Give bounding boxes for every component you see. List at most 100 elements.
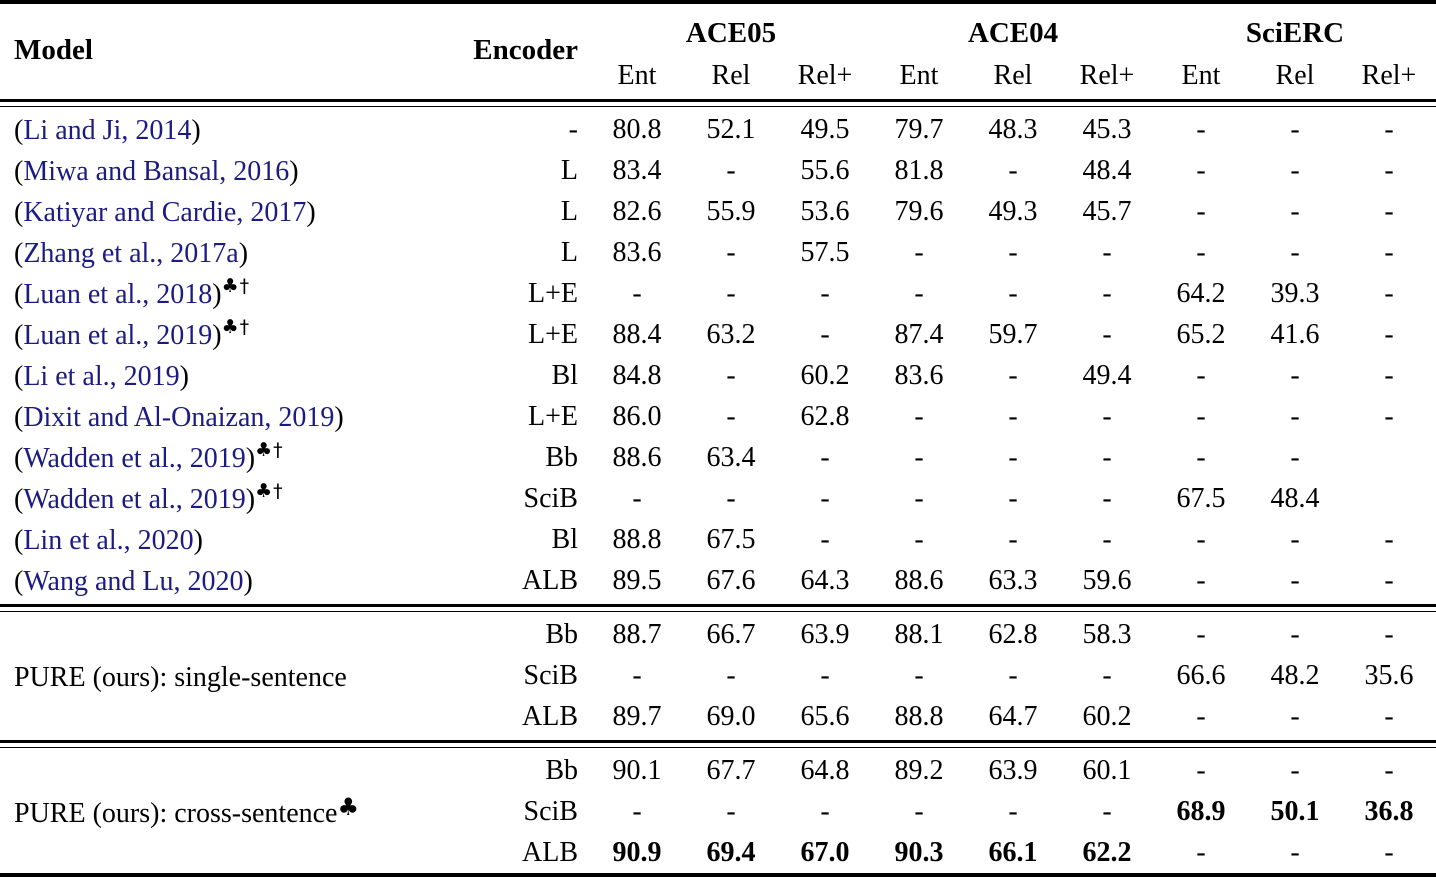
score-cell: 83.6	[612, 236, 662, 268]
citation-link[interactable]: Lin et al., 2020	[23, 525, 194, 557]
citation-paren-open: (	[14, 320, 24, 352]
score-cell: -	[1008, 400, 1018, 432]
score-cell: -	[1290, 441, 1300, 473]
citation-paren-open: (	[14, 361, 24, 393]
citation-link[interactable]: Luan et al., 2018	[23, 279, 213, 311]
score-cell: -	[820, 523, 830, 555]
score-cell: 90.3	[894, 836, 944, 868]
score-cell: -	[914, 659, 924, 691]
score-cell: 62.8	[800, 400, 850, 432]
score-cell: -	[1196, 441, 1206, 473]
section-divider-row	[0, 737, 1436, 750]
score-cell: 83.6	[894, 359, 944, 391]
table-row: (Lin et al., 2020) Bl 88.8 67.5 - - - - - - -	[0, 519, 1436, 560]
score-cell: 45.7	[1082, 195, 1132, 227]
score-cell: -	[914, 482, 924, 514]
score-cell: -	[632, 277, 642, 309]
table-row: (Li et al., 2019) Bl 84.8 - 60.2 83.6 - 49.4 - - -	[0, 355, 1436, 396]
citation-link[interactable]: Wadden et al., 2019	[23, 443, 246, 475]
citation-link[interactable]: Li et al., 2019	[23, 361, 180, 393]
score-cell: 55.6	[800, 154, 850, 186]
score-cell: 59.6	[1082, 564, 1132, 596]
score-cell: -	[1290, 154, 1300, 186]
table-row: (Luan et al., 2018)♣† L+E - - - - - - 64.2 39.3 -	[0, 273, 1436, 314]
score-cell: -	[1102, 318, 1112, 350]
score-cell: -	[1290, 400, 1300, 432]
citation-link[interactable]: Wang and Lu, 2020	[23, 566, 244, 598]
double-rule	[0, 99, 1436, 107]
citation-paren-open: (	[14, 197, 24, 229]
score-cell: -	[726, 795, 736, 827]
model-cell: (Li et al., 2019)	[0, 355, 443, 396]
model-cell: (Li and Ji, 2014)	[0, 109, 443, 150]
subcol-header-scierc-rel: Rel	[1275, 60, 1315, 92]
score-cell: 60.2	[800, 359, 850, 391]
score-cell: 36.8	[1364, 795, 1414, 827]
table-row: SciB - - - - - - 68.9 50.1 36.8	[0, 791, 1436, 832]
table-row: (Wadden et al., 2019)♣† Bb 88.6 63.4 - - - - - -	[0, 437, 1436, 478]
citation-paren-open: (	[14, 279, 24, 311]
score-cell: -	[1196, 113, 1206, 145]
score-cell: 88.8	[612, 523, 662, 555]
score-cell: 67.5	[1176, 482, 1226, 514]
encoder-cell: SciB	[523, 795, 578, 827]
results-table: Model Encoder ACE05 ACE04 SciERC Ent Rel…	[0, 4, 1436, 873]
citation-link[interactable]: Katiyar and Cardie, 2017	[23, 197, 307, 229]
score-cell: -	[1384, 236, 1394, 268]
score-cell: -	[1008, 441, 1018, 473]
score-cell: -	[820, 659, 830, 691]
pure-label: PURE (ours): cross-sentence	[14, 797, 338, 829]
score-cell: 88.8	[894, 700, 944, 732]
score-cell: -	[1290, 564, 1300, 596]
score-cell: -	[1290, 359, 1300, 391]
citation-link[interactable]: Li and Ji, 2014	[23, 115, 192, 147]
score-cell: 48.4	[1082, 154, 1132, 186]
model-cell: PURE (ours): cross-sentence♣	[0, 750, 443, 873]
encoder-cell: SciB	[523, 659, 578, 691]
citation-paren-open: (	[14, 238, 24, 270]
score-cell: -	[1008, 236, 1018, 268]
score-cell: 60.2	[1082, 700, 1132, 732]
score-cell: 62.2	[1082, 836, 1132, 868]
score-cell: 50.1	[1270, 795, 1320, 827]
score-cell: 67.7	[706, 754, 756, 786]
score-cell: -	[632, 482, 642, 514]
subcol-header-scierc-relp: Rel+	[1361, 60, 1417, 92]
score-cell: -	[914, 400, 924, 432]
score-cell: -	[726, 400, 736, 432]
citation-paren-open: (	[14, 443, 24, 475]
encoder-cell: L+E	[528, 277, 578, 309]
score-cell: 67.0	[800, 836, 850, 868]
citation-link[interactable]: Zhang et al., 2017a	[23, 238, 239, 270]
table-row: (Zhang et al., 2017a) L 83.6 - 57.5 - - - - - -	[0, 232, 1436, 273]
score-cell: -	[820, 795, 830, 827]
score-cell: 63.9	[800, 618, 850, 650]
score-cell: 48.2	[1270, 659, 1320, 691]
score-cell: -	[1102, 236, 1112, 268]
section-divider-row	[0, 601, 1436, 614]
score-cell: 45.3	[1082, 113, 1132, 145]
model-cell: (Wadden et al., 2019)♣†	[0, 478, 443, 519]
table-row: (Dixit and Al-Onaizan, 2019) L+E 86.0 - 62.8…	[0, 396, 1436, 437]
score-cell: -	[1008, 795, 1018, 827]
score-cell: 88.7	[612, 618, 662, 650]
citation-paren-close: )	[238, 238, 249, 270]
score-cell: -	[1196, 564, 1206, 596]
score-cell: -	[1102, 441, 1112, 473]
citation-link[interactable]: Wadden et al., 2019	[23, 484, 246, 516]
table-row: ALB 90.9 69.4 67.0 90.3 66.1 62.2 - - -	[0, 832, 1436, 873]
citation-marks: ♣†	[221, 316, 251, 339]
subcol-header-ace04-relp: Rel+	[1079, 60, 1135, 92]
score-cell: -	[1384, 359, 1394, 391]
score-cell: -	[1290, 836, 1300, 868]
citation-marks: ♣†	[221, 275, 251, 298]
score-cell: -	[1290, 195, 1300, 227]
score-cell: -	[1290, 754, 1300, 786]
citation-link[interactable]: Miwa and Bansal, 2016	[23, 156, 290, 188]
score-cell: -	[1008, 482, 1018, 514]
score-cell: 69.4	[706, 836, 756, 868]
model-cell: (Dixit and Al-Onaizan, 2019)	[0, 396, 443, 437]
score-cell: -	[914, 441, 924, 473]
citation-link[interactable]: Luan et al., 2019	[23, 320, 213, 352]
citation-link[interactable]: Dixit and Al-Onaizan, 2019	[23, 402, 335, 434]
